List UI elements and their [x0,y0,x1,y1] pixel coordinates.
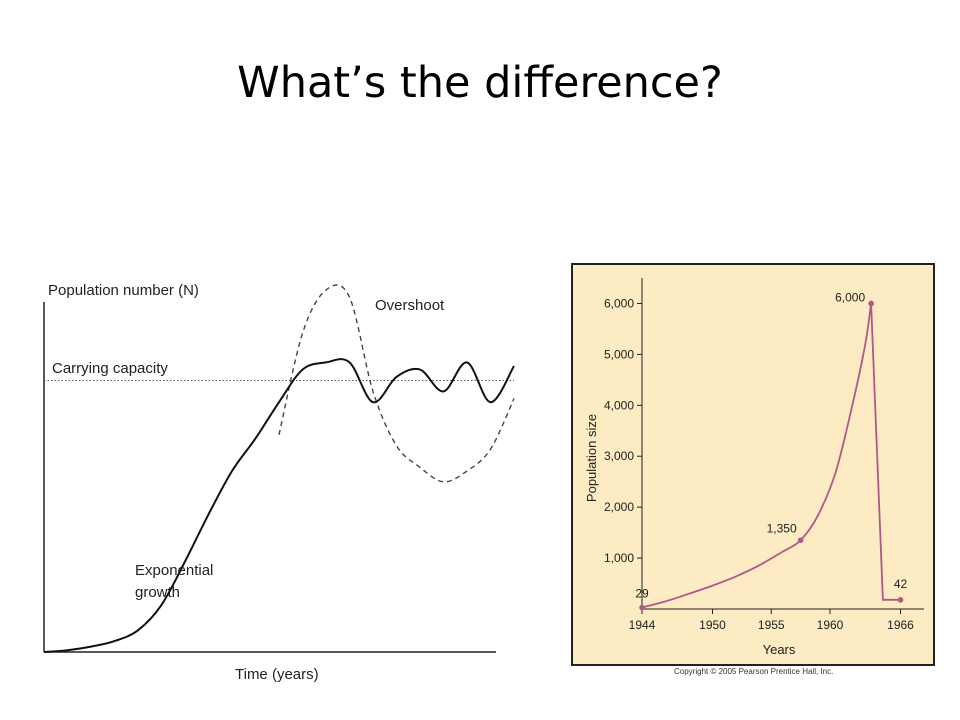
x-tick-label: 1966 [887,618,914,632]
y-tick-label: 6,000 [604,296,634,310]
reindeer-population-chart: Population size Years 1,000 2,000 3,000 4,0… [571,263,935,666]
data-point [639,604,645,611]
logistic-growth-chart: Population number (N) Carrying capacity … [43,282,515,683]
reindeer-population-line [641,303,901,609]
x-tick-label: 1944 [629,618,656,632]
y-tick-label: 1,000 [604,551,634,565]
data-point [897,597,904,603]
x-tick-label: 1950 [699,618,726,632]
y-tick-label: 3,000 [604,449,634,463]
right-x-axis-label: Years [763,642,796,657]
logistic-curve [43,358,515,653]
data-point-label: 6,000 [835,290,865,304]
x-tick-label: 1960 [817,618,844,632]
data-point-label: 29 [635,587,649,601]
data-point [868,300,874,307]
data-point-label: 42 [894,577,908,591]
exponential-growth-label-1: Exponential [135,562,213,579]
carrying-capacity-label: Carrying capacity [52,360,168,377]
right-chart-panel [571,263,935,666]
y-tick-label: 5,000 [604,347,634,361]
y-tick-label: 2,000 [604,500,634,514]
right-y-axis-label: Population size [584,414,599,502]
data-point-label: 1,350 [767,521,797,535]
y-tick-label: 4,000 [604,398,634,412]
x-tick-label: 1955 [758,618,785,632]
data-point [797,537,804,544]
exponential-growth-label-2: growth [135,584,180,601]
slide-title: What’s the difference? [237,58,723,108]
overshoot-label: Overshoot [375,297,445,314]
overshoot-curve [278,284,515,483]
left-y-axis-label: Population number (N) [48,282,199,299]
left-x-axis-label: Time (years) [235,666,319,683]
copyright-notice: Copyright © 2005 Pearson Prentice Hall, … [674,667,834,676]
